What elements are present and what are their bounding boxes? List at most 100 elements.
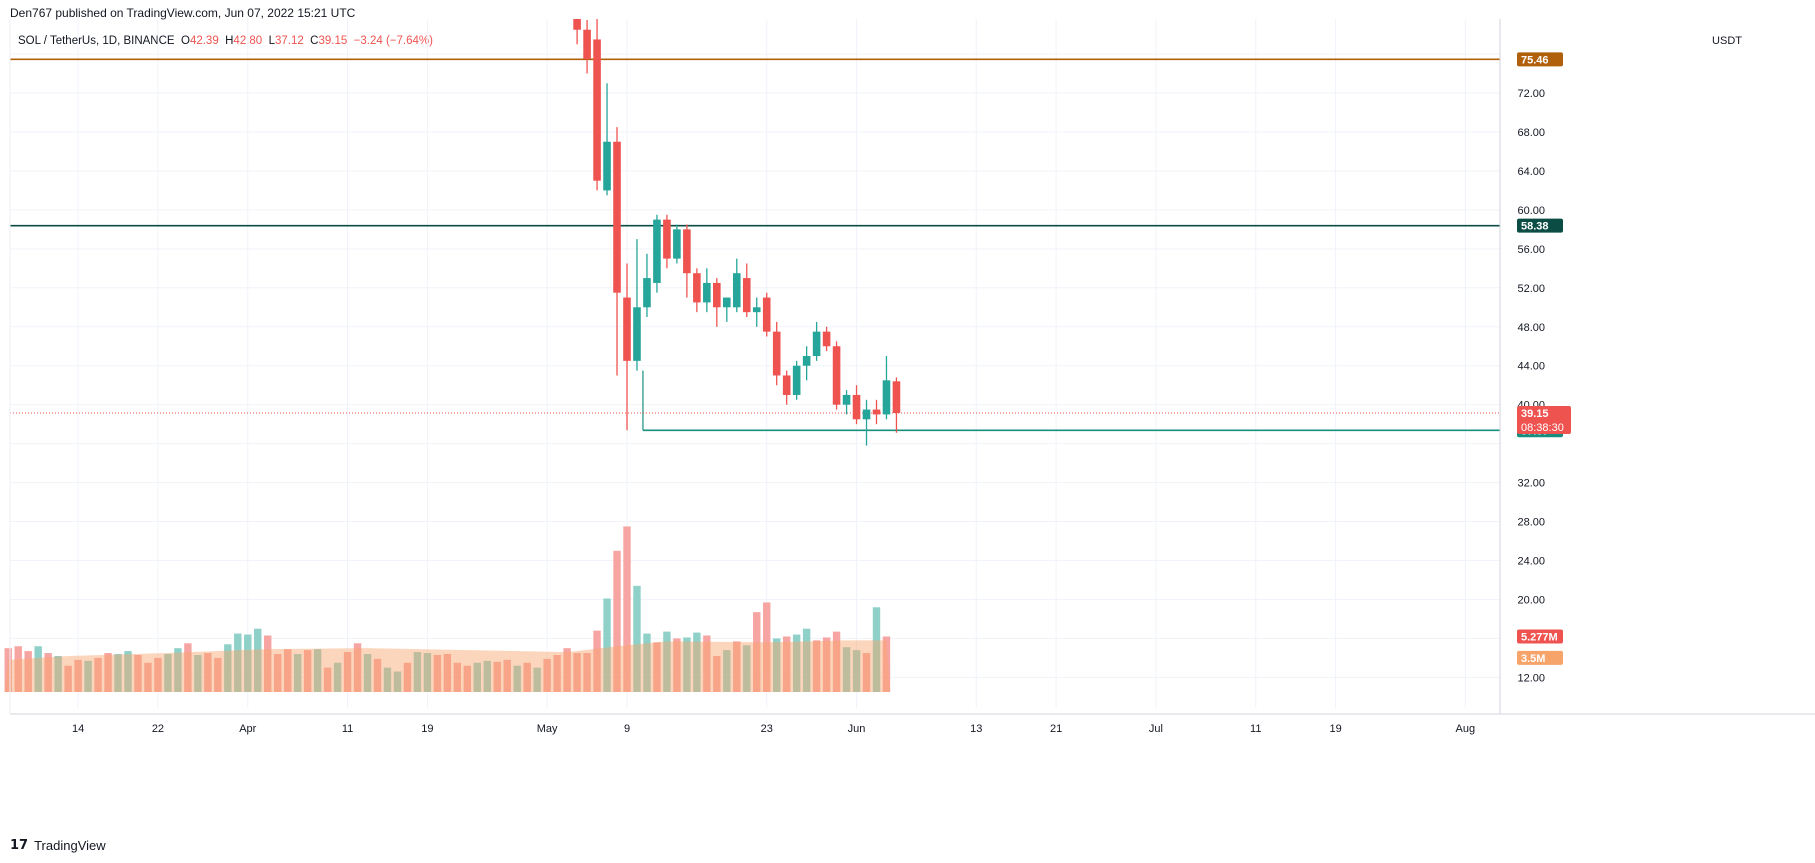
volume-bar [573, 653, 581, 692]
candle-body [693, 273, 701, 303]
y-tick-label: 20.00 [1517, 594, 1545, 606]
x-tick-label: May [537, 723, 558, 735]
y-tick-label: 52.00 [1517, 283, 1545, 295]
volume-bar [313, 649, 322, 692]
candle-body [892, 381, 901, 413]
volume-bar [144, 662, 152, 692]
volume-bar [713, 655, 721, 692]
volume-bar [363, 654, 372, 692]
candle-body [852, 394, 861, 420]
price-chart[interactable]: 72.00 68.00 64.00 60.00 56.00 52.00 48.00 44.00… [0, 0, 1815, 835]
x-tick-label: 19 [421, 723, 433, 735]
volume-bar [852, 650, 861, 692]
volume-bar [94, 657, 102, 692]
volume-bar [733, 641, 741, 692]
y-tick-label: 60.00 [1517, 205, 1545, 217]
volume-bar [753, 612, 761, 692]
volume-bar [802, 628, 811, 692]
price-tag-58.38-bg [1517, 218, 1563, 233]
published-header: Den767 published on TradingView.com, Jun… [10, 6, 356, 20]
candle-body [762, 297, 771, 332]
volume-bar [293, 654, 302, 692]
price-tag-58.38: 58.38 [1521, 221, 1549, 233]
tradingview-brand: TradingView [34, 838, 106, 853]
volume-bar [643, 633, 651, 692]
volume-bar [134, 654, 142, 692]
volume-bar [14, 646, 22, 692]
x-tick-label: Jun [848, 723, 866, 735]
volume-bar [34, 646, 42, 692]
volume-bar [353, 643, 362, 692]
candle-body [663, 219, 671, 259]
close-label: C [310, 35, 319, 47]
volume-bar [703, 635, 711, 692]
tradingview-logo-icon: 17 [10, 838, 29, 853]
volume-bar [403, 662, 412, 692]
y-tick-label: 28.00 [1517, 517, 1545, 529]
volume-bar [493, 661, 501, 692]
volume-bar [204, 653, 212, 692]
volume-bar [633, 585, 641, 692]
x-tick-label: 22 [152, 723, 164, 735]
volume-bar [413, 652, 422, 692]
volume-bar [254, 628, 262, 692]
y-tick-label: 48.00 [1517, 322, 1545, 334]
volume-bar [822, 637, 831, 692]
price-tag-75.46-bg [1517, 52, 1563, 67]
volume-bars [4, 526, 891, 692]
candle-body [752, 307, 761, 313]
volume-bar [723, 650, 731, 692]
horizontal-lines[interactable] [10, 58, 1500, 432]
volume-bar [214, 657, 222, 692]
low-label: L [268, 35, 275, 47]
candle-body [742, 278, 751, 313]
x-tick-label: Apr [239, 723, 256, 735]
candle-body [653, 219, 661, 283]
volume-bar [553, 654, 561, 692]
candle-body [782, 375, 791, 395]
axes: 72.00 68.00 64.00 60.00 56.00 52.00 48.00 44.00… [9, 19, 1815, 735]
volume-bar [373, 658, 382, 692]
volume-bar [543, 658, 551, 692]
volume-bar [194, 654, 202, 692]
volume-bar [832, 631, 841, 692]
volume-bar [333, 662, 342, 692]
currency-label: USDT [1712, 35, 1742, 47]
volume-bar [882, 636, 891, 692]
change-value: −3.24 (−7.64%) [353, 35, 433, 47]
volume-bar [283, 649, 292, 692]
volume-bar [453, 662, 462, 692]
x-tick-label: 11 [342, 723, 353, 735]
last-price-tag-countdown: 08:38:30 [1521, 422, 1564, 434]
x-tick-label: Aug [1456, 723, 1476, 735]
volume-bar [174, 648, 182, 692]
volume-bar [763, 602, 771, 692]
volume-bar [773, 638, 781, 692]
y-tick-label: 68.00 [1517, 127, 1545, 139]
volume-bar [64, 665, 72, 692]
volume-bar [84, 660, 92, 692]
open-label: O [180, 35, 190, 47]
volume-bar [872, 607, 881, 692]
volume-bar [274, 654, 282, 692]
volume-bar [583, 653, 591, 692]
volume-bar [782, 636, 791, 692]
volume-bar [154, 657, 162, 692]
y-tick-label: 64.00 [1517, 166, 1545, 178]
volume-tag: 3.5M [1521, 653, 1545, 665]
volume-tag-bg [1517, 650, 1563, 665]
candle-body [792, 365, 801, 395]
volume-tag-bg [1517, 629, 1563, 644]
volume-bar [24, 651, 32, 692]
candle-body [623, 297, 631, 361]
candle-body [832, 346, 841, 405]
volume-bar [383, 667, 392, 692]
volume-bar [593, 630, 601, 692]
chart-grid [10, 19, 1500, 708]
last-price-tag-bg [1517, 405, 1571, 434]
tradingview-footer[interactable]: 17 TradingView [10, 838, 106, 853]
volume-bar [792, 634, 801, 692]
volume-bar [264, 635, 272, 692]
y-tick-label: 72.00 [1517, 88, 1545, 100]
volume-bar [503, 659, 511, 692]
